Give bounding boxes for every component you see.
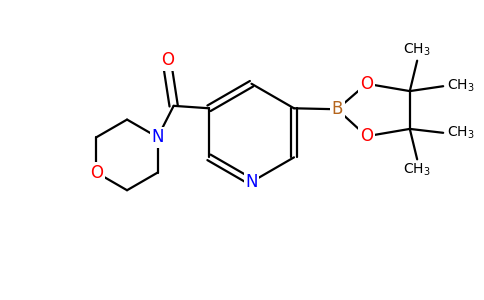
Text: CH$_3$: CH$_3$: [403, 162, 431, 178]
Text: O: O: [360, 127, 373, 145]
Text: N: N: [245, 173, 258, 191]
Text: N: N: [151, 128, 164, 146]
Text: B: B: [332, 100, 343, 118]
Text: CH$_3$: CH$_3$: [447, 124, 475, 141]
Text: O: O: [90, 164, 103, 181]
Text: CH$_3$: CH$_3$: [447, 78, 475, 94]
Text: CH$_3$: CH$_3$: [403, 42, 431, 58]
Text: O: O: [360, 75, 373, 93]
Text: O: O: [161, 51, 174, 69]
